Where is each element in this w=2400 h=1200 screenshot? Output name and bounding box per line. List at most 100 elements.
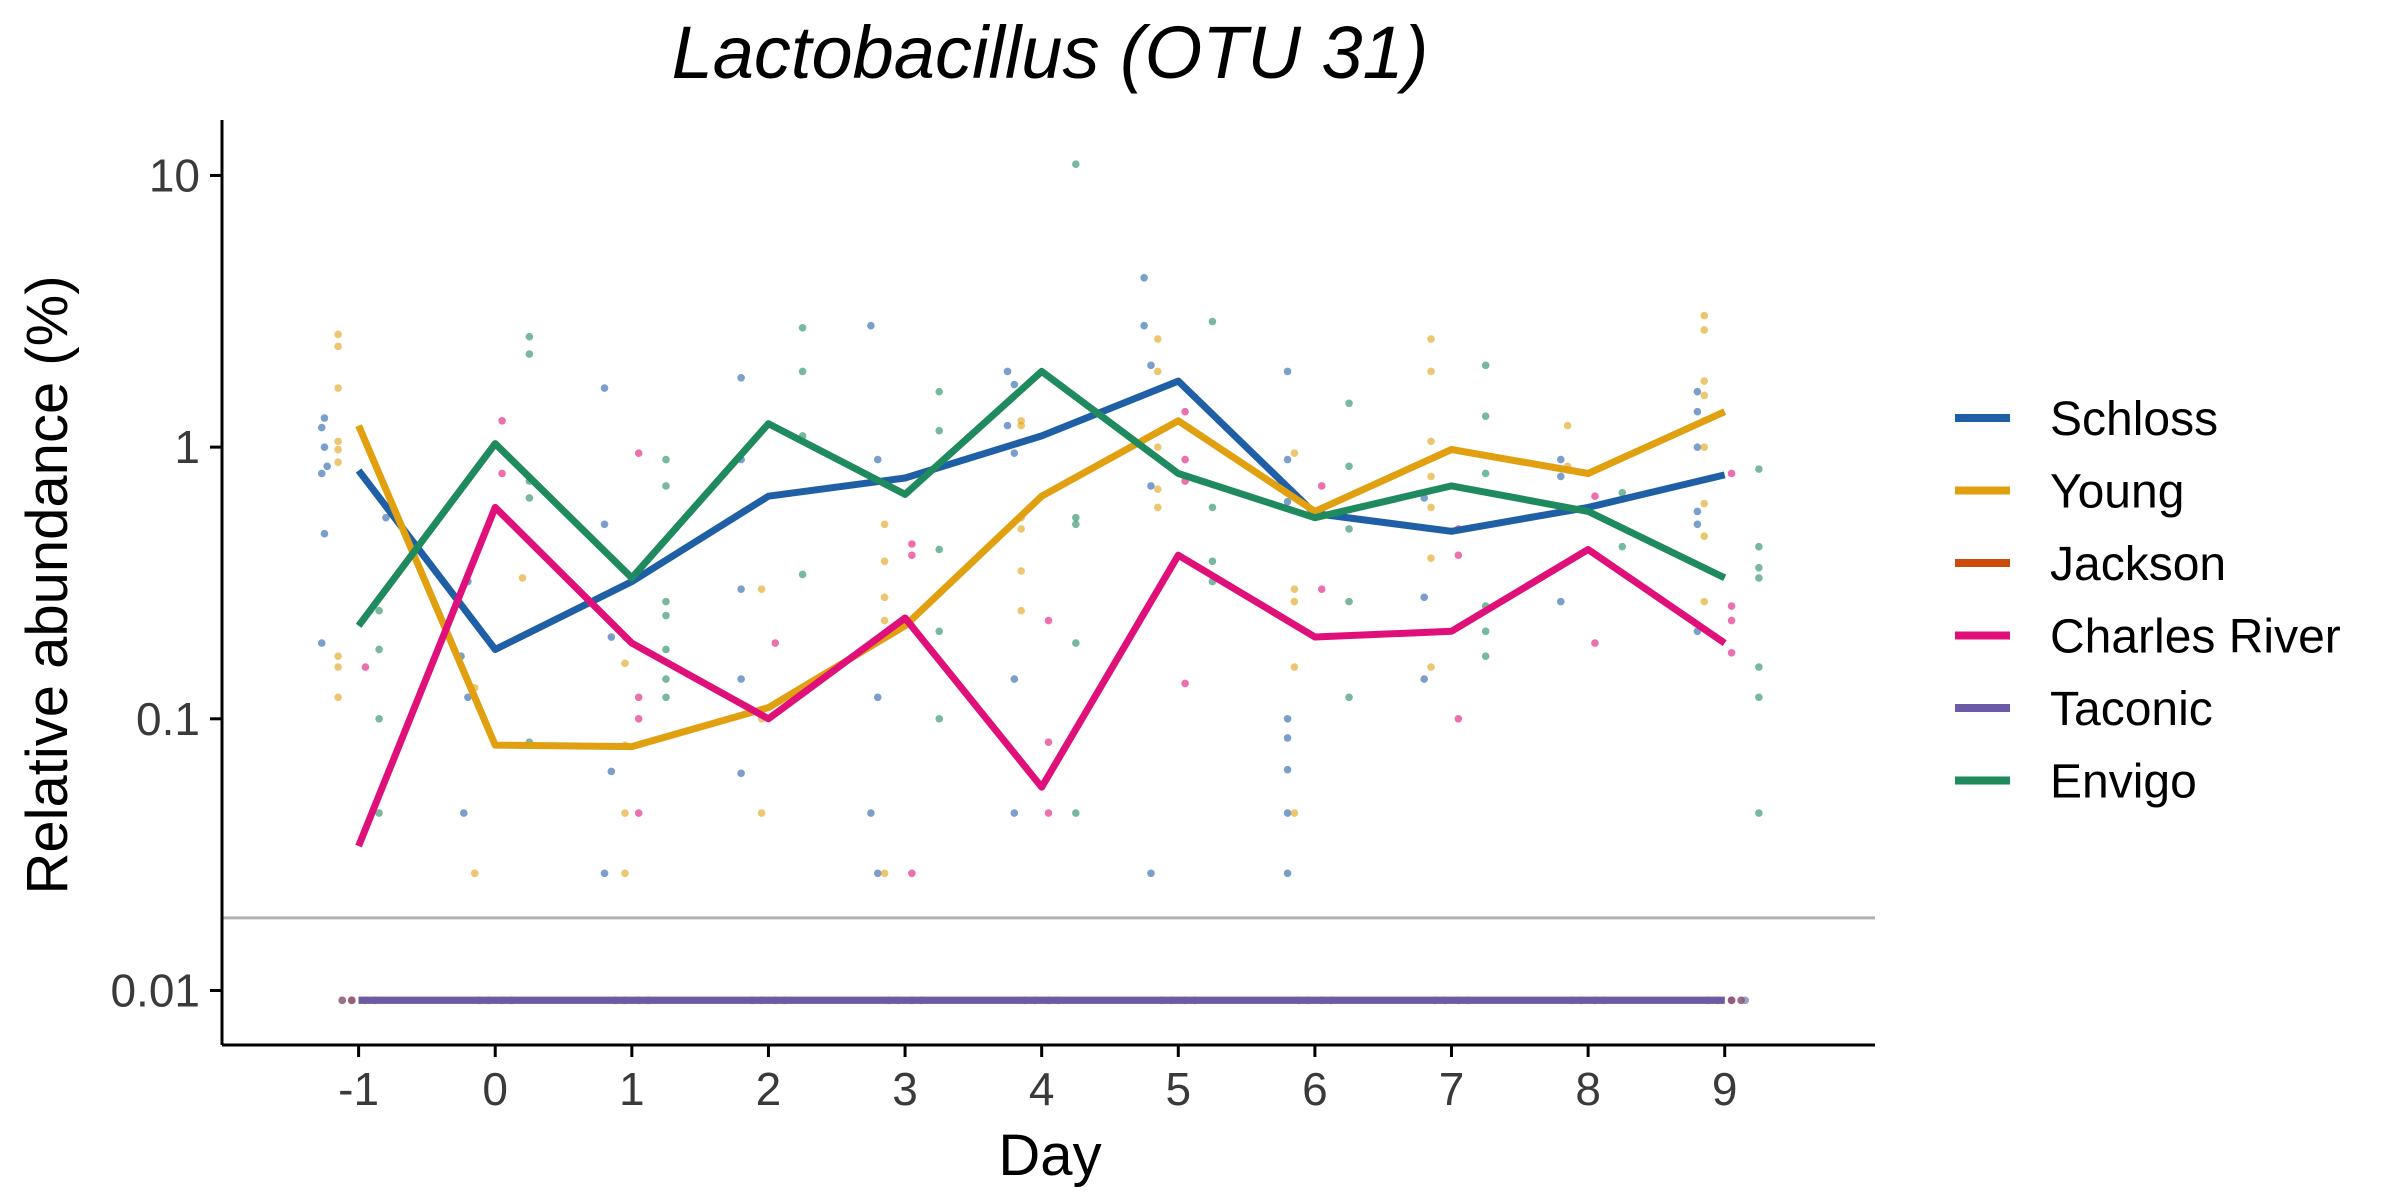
data-points bbox=[317, 160, 1763, 1005]
point-schloss bbox=[1010, 380, 1019, 389]
point-charles-river bbox=[1591, 639, 1599, 647]
point-young bbox=[334, 458, 342, 467]
point-envigo bbox=[1208, 557, 1217, 566]
point-envigo bbox=[375, 809, 383, 817]
point-envigo bbox=[1345, 597, 1353, 606]
point-schloss bbox=[464, 693, 472, 702]
point-schloss bbox=[1147, 869, 1155, 878]
point-charles-river bbox=[908, 540, 916, 548]
y-tick-label: 1 bbox=[174, 421, 200, 473]
point-young bbox=[1427, 437, 1435, 446]
x-tick-label: 2 bbox=[756, 1063, 782, 1115]
point-envigo bbox=[1481, 627, 1490, 636]
point-envigo bbox=[935, 715, 944, 723]
point-young bbox=[757, 809, 766, 817]
x-tick-label: 6 bbox=[1302, 1063, 1328, 1115]
point-young bbox=[334, 342, 342, 351]
series-line-envigo bbox=[355, 367, 1727, 628]
x-tick-label: 1 bbox=[619, 1063, 645, 1115]
point-young bbox=[621, 809, 629, 817]
point-young bbox=[1427, 554, 1435, 563]
point-young bbox=[1700, 311, 1709, 320]
x-axis-title: Day bbox=[998, 1123, 1101, 1188]
series-line-charles-river bbox=[355, 503, 1727, 848]
point-schloss bbox=[1147, 361, 1155, 370]
point-schloss bbox=[600, 869, 609, 878]
point-young bbox=[757, 585, 766, 593]
point-envigo bbox=[525, 350, 534, 358]
point-envigo bbox=[375, 645, 383, 654]
point-young bbox=[1290, 809, 1299, 817]
point-schloss bbox=[1283, 734, 1292, 742]
x-axis-ticks: -1 0 1 2 3 4 5 6 7 8 9 bbox=[338, 1045, 1738, 1115]
x-tick-label: 3 bbox=[892, 1063, 918, 1115]
point-schloss bbox=[320, 414, 329, 422]
point-schloss bbox=[1140, 321, 1148, 330]
point-schloss bbox=[1556, 472, 1565, 481]
point-schloss bbox=[460, 809, 468, 817]
point-young bbox=[880, 557, 889, 566]
point-young bbox=[518, 574, 527, 582]
point-envigo bbox=[662, 455, 670, 464]
point-young bbox=[1153, 503, 1162, 512]
point-envigo bbox=[1618, 488, 1627, 497]
point-young bbox=[1427, 335, 1435, 343]
point-charles-river bbox=[1727, 469, 1736, 478]
point-envigo bbox=[1481, 469, 1490, 478]
point-charles-river bbox=[361, 663, 370, 671]
point-schloss bbox=[317, 423, 326, 432]
point-envigo bbox=[935, 545, 944, 554]
point-young bbox=[1153, 367, 1162, 376]
point-envigo bbox=[1072, 160, 1080, 169]
legend-label-charles-river: Charles River bbox=[2050, 611, 2341, 664]
point-schloss bbox=[737, 585, 745, 593]
point-taconic bbox=[338, 996, 347, 1005]
series-line-schloss bbox=[355, 377, 1726, 653]
point-envigo bbox=[1208, 503, 1217, 512]
point-schloss bbox=[1283, 869, 1292, 878]
point-envigo bbox=[1755, 465, 1763, 473]
point-young bbox=[334, 330, 342, 339]
point-charles-river bbox=[1044, 738, 1053, 747]
point-envigo bbox=[1072, 513, 1080, 522]
point-envigo bbox=[662, 693, 670, 702]
point-young bbox=[1017, 606, 1025, 615]
point-schloss bbox=[607, 633, 616, 641]
point-young bbox=[1153, 335, 1162, 343]
point-charles-river bbox=[1727, 616, 1736, 625]
point-schloss bbox=[1003, 367, 1012, 376]
legend-label-taconic: Taconic bbox=[2050, 683, 2213, 736]
point-schloss bbox=[1140, 274, 1148, 282]
point-young bbox=[1017, 421, 1025, 430]
point-schloss bbox=[1283, 367, 1292, 376]
point-young bbox=[1700, 499, 1709, 508]
point-schloss bbox=[600, 384, 609, 392]
point-envigo bbox=[935, 627, 944, 636]
legend-item-schloss: Schloss bbox=[1955, 393, 2218, 446]
point-schloss bbox=[1283, 715, 1292, 723]
point-young bbox=[1427, 503, 1435, 512]
point-schloss bbox=[607, 767, 616, 776]
point-young bbox=[1017, 525, 1025, 533]
point-young bbox=[1017, 567, 1025, 575]
point-envigo bbox=[525, 494, 534, 502]
point-charles-river bbox=[1454, 715, 1463, 723]
point-envigo bbox=[1072, 520, 1080, 529]
point-envigo bbox=[1481, 412, 1490, 420]
point-young bbox=[1427, 663, 1435, 671]
point-young bbox=[1700, 391, 1709, 400]
point-envigo bbox=[662, 482, 670, 490]
point-schloss bbox=[1556, 455, 1565, 464]
point-envigo bbox=[662, 597, 670, 606]
point-young bbox=[1427, 472, 1435, 481]
point-young bbox=[880, 869, 889, 878]
point-envigo bbox=[1755, 809, 1763, 817]
point-charles-river bbox=[908, 551, 916, 560]
point-young bbox=[334, 663, 342, 671]
legend-item-jackson: Jackson bbox=[1955, 538, 2226, 591]
point-envigo bbox=[935, 426, 944, 435]
point-schloss bbox=[1283, 455, 1292, 464]
point-charles-river bbox=[634, 809, 643, 817]
y-tick-label: 0.1 bbox=[136, 693, 200, 745]
